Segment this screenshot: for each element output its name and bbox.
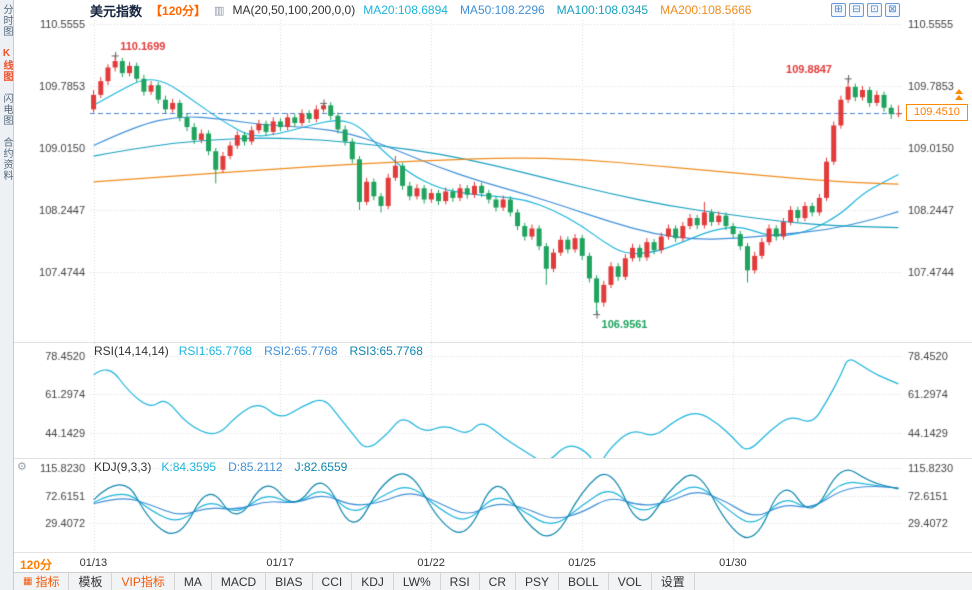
up-triangle-icon xyxy=(955,89,963,95)
ma-params-label[interactable]: MA(20,50,100,200,0,0) xyxy=(232,3,356,17)
toolbar-tab-label: LW% xyxy=(402,574,431,589)
toolbar-tab-settings[interactable]: 设置 xyxy=(652,573,695,590)
toolbar-tab-boll[interactable]: BOLL xyxy=(559,573,609,590)
current-price-tag: 109.4510 xyxy=(906,104,968,122)
toolbar-tab-label: 指标 xyxy=(35,575,60,589)
indicator-toolbar: ▦ 指标 模板 VIP指标 MA MACD BIAS CCI KDJ LW% RSI CR PSY BOL… xyxy=(14,572,972,590)
kdj-value-2: J:82.6559 xyxy=(294,460,348,474)
toolbar-tab-vol[interactable]: VOL xyxy=(609,573,652,590)
kdj-canvas[interactable] xyxy=(14,459,972,552)
indicator-settings-gear-icon[interactable]: ⚙ xyxy=(17,461,27,473)
rsi-params-label[interactable]: RSI(14,14,14) xyxy=(94,344,169,358)
rsi-header: RSI(14,14,14) RSI1:65.7768 RSI2:65.7768 RSI… xyxy=(94,344,435,358)
rsi-value-2: RSI3:65.7768 xyxy=(349,344,423,358)
toolbar-tab-psy[interactable]: PSY xyxy=(516,573,560,590)
ma-value-0: MA20:108.6894 xyxy=(363,3,448,17)
toolbar-tab-label: MA xyxy=(183,574,202,589)
window-controls: ⊞ ⊟ ⊡ ⊠ xyxy=(831,3,900,17)
x-axis-date-label: 01/13 xyxy=(79,557,108,569)
candlestick-panel: 109.4510 xyxy=(14,20,972,342)
rsi-panel: RSI(14,14,14) RSI1:65.7768 RSI2:65.7768 RSI… xyxy=(14,342,972,458)
toolbar-tab-kdj[interactable]: KDJ xyxy=(352,573,394,590)
kdj-header: KDJ(9,3,3) K:84.3595 D:85.2112 J:82.6559 xyxy=(94,460,359,474)
left-sidebar: 分时图 K线图闪电图合约资料 xyxy=(0,0,14,590)
rsi-legend: RSI1:65.7768 RSI2:65.7768 RSI3:65.7768 xyxy=(179,344,435,358)
ma-legend: MA20:108.6894 MA50:108.2296 MA100:108.0345… xyxy=(363,3,763,17)
sidebar-item-lightning-chart[interactable]: 闪电图 xyxy=(1,93,12,126)
toolbar-tab-label: BIAS xyxy=(275,574,303,589)
period-selector[interactable]: 120分 xyxy=(20,558,53,572)
toolbar-tab-ma[interactable]: MA xyxy=(175,573,212,590)
zoom-out-icon[interactable]: ⊟ xyxy=(849,3,864,17)
kdj-panel: ⚙ KDJ(9,3,3) K:84.3595 D:85.2112 J:82.6559 xyxy=(14,458,972,552)
toolbar-tab-lw[interactable]: LW% xyxy=(394,573,441,590)
kdj-value-1: D:85.2112 xyxy=(228,460,283,474)
ma-value-2: MA100:108.0345 xyxy=(556,3,649,17)
x-axis-date-label: 01/17 xyxy=(266,557,294,569)
candlestick-canvas[interactable] xyxy=(14,20,972,342)
zoom-in-icon[interactable]: ⊞ xyxy=(831,3,846,17)
toolbar-tab-macd[interactable]: MACD xyxy=(212,573,267,590)
toolbar-tab-label: RSI xyxy=(449,574,470,589)
toolbar-tab-label: PSY xyxy=(525,574,550,589)
toolbar-tab-cci[interactable]: CCI xyxy=(313,573,353,590)
toolbar-tab-bias[interactable]: BIAS xyxy=(266,573,313,590)
rsi-value-0: RSI1:65.7768 xyxy=(178,344,253,358)
toolbar-tab-label: CR xyxy=(488,574,507,589)
fullscreen-icon[interactable]: ⊡ xyxy=(867,3,882,17)
toolbar-tab-label: VIP指标 xyxy=(121,575,165,589)
period-tag: 【120分】 xyxy=(150,3,207,18)
toolbar-tab-indicator[interactable]: ▦ 指标 xyxy=(14,573,70,590)
indicator-grid-icon: ▦ xyxy=(23,576,33,587)
toolbar-tab-label: MACD xyxy=(220,574,257,589)
ma-value-1: MA50:108.2296 xyxy=(459,3,545,17)
toolbar-tab-label: KDJ xyxy=(361,574,384,589)
rsi-canvas[interactable] xyxy=(14,343,972,458)
sidebar-item-time-chart[interactable]: 分时图 xyxy=(1,4,12,37)
x-axis-date-label: 01/30 xyxy=(719,557,747,569)
x-axis-date-label: 01/25 xyxy=(568,557,596,569)
restore-layout-icon[interactable]: ⊠ xyxy=(885,3,900,17)
toolbar-tab-cr[interactable]: CR xyxy=(480,573,517,590)
ma-value-3: MA200:108.5666 xyxy=(660,3,752,17)
up-triangle-icon xyxy=(955,95,963,101)
sidebar-item-contract-info[interactable]: 合约资料 xyxy=(1,137,12,181)
toolbar-tab-rsi[interactable]: RSI xyxy=(441,573,480,590)
toolbar-tab-label: BOLL xyxy=(568,574,599,589)
x-axis-date-label: 01/22 xyxy=(417,557,445,569)
toolbar-tab-vip-indicator[interactable]: VIP指标 xyxy=(112,573,175,590)
symbol-name: 美元指数 xyxy=(90,3,143,19)
latest-price-arrow-icon[interactable] xyxy=(955,89,963,101)
chart-main: 美元指数 【120分】 ▥ MA(20,50,100,200,0,0) MA20… xyxy=(14,0,972,590)
kdj-params-label[interactable]: KDJ(9,3,3) xyxy=(94,460,152,474)
toolbar-tab-label: VOL xyxy=(617,574,642,589)
sidebar-item-kline-chart[interactable]: K线图 xyxy=(1,48,12,82)
toolbar-tab-template[interactable]: 模板 xyxy=(69,573,113,590)
time-axis: 120分 01/13 01/17 01/22 01/25 01/30 xyxy=(14,552,972,572)
chart-header: 美元指数 【120分】 ▥ MA(20,50,100,200,0,0) MA20… xyxy=(14,0,972,20)
toolbar-tab-label: CCI xyxy=(321,574,343,589)
chart-style-icon[interactable]: ▥ xyxy=(214,4,225,17)
toolbar-tab-label: 设置 xyxy=(660,575,685,589)
kdj-legend: K:84.3595 D:85.2112 J:82.6559 xyxy=(161,460,359,474)
toolbar-tab-label: 模板 xyxy=(78,575,103,589)
kdj-value-0: K:84.3595 xyxy=(161,460,217,474)
rsi-value-1: RSI2:65.7768 xyxy=(264,344,338,358)
